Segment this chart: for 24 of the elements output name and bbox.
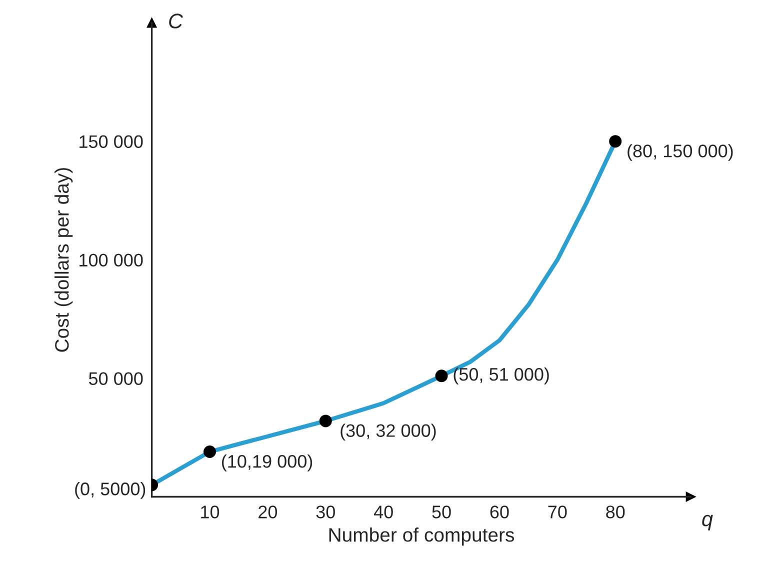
x-tick-label: 20 [258,506,278,518]
y-tick-label: 150 000 [80,135,143,148]
x-tick-label: 80 [606,506,625,518]
x-tick-label: 40 [374,506,393,518]
point [435,370,448,382]
x-tick-label: 50 [432,506,451,518]
y-tick-label: 100 000 [80,254,143,267]
x-axis-title: Number of computers [329,527,514,546]
x-tick-label: 30 [316,506,335,518]
point [609,135,622,148]
annotation: (80, 150 000) [628,144,733,161]
x-tick-label: 10 [201,506,220,518]
y-tick-label: 50 000 [88,372,143,386]
annotation: C [169,14,184,28]
x-tick-label: 70 [548,506,567,518]
y-axis-title: Cost (dollars per day) [54,168,73,352]
annotation: (10,19 000) [222,454,312,472]
annotation: (30, 32 000) [340,424,436,441]
annotation: (50, 51 000) [454,368,549,384]
x-tick-label: 60 [490,506,509,518]
point [319,414,332,428]
point [203,445,216,458]
annotation: (0, 5000) [75,482,146,499]
text: q [702,514,713,530]
